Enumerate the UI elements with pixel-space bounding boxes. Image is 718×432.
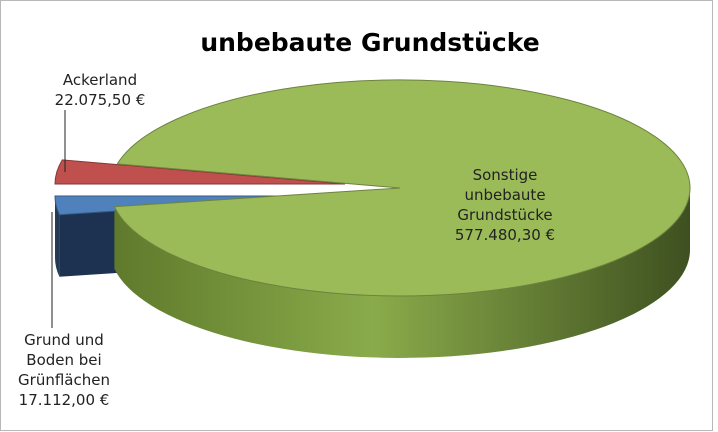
chart-title: unbebaute Grundstücke bbox=[200, 28, 540, 57]
slice-side bbox=[55, 196, 60, 277]
label-name: Ackerland bbox=[62, 71, 138, 89]
data-label: Sonstige unbebaute Grundstücke 577.480,3… bbox=[430, 165, 580, 245]
pie-slice bbox=[54, 159, 346, 185]
label-value: 17.112,00 € bbox=[18, 391, 110, 409]
pie bbox=[54, 79, 691, 358]
label-value: 22.075,50 € bbox=[54, 91, 146, 109]
label-name: Sonstige unbebaute Grundstücke bbox=[457, 166, 553, 224]
slice-side bbox=[114, 188, 690, 358]
label-name: Grund und Boden bei Grünflächen bbox=[18, 331, 110, 389]
pie-slice bbox=[113, 79, 691, 297]
data-label: Ackerland 22.075,50 € bbox=[40, 70, 160, 110]
data-label: Grund und Boden bei Grünflächen 17.112,0… bbox=[4, 330, 124, 410]
label-value: 577.480,30 € bbox=[454, 226, 556, 244]
